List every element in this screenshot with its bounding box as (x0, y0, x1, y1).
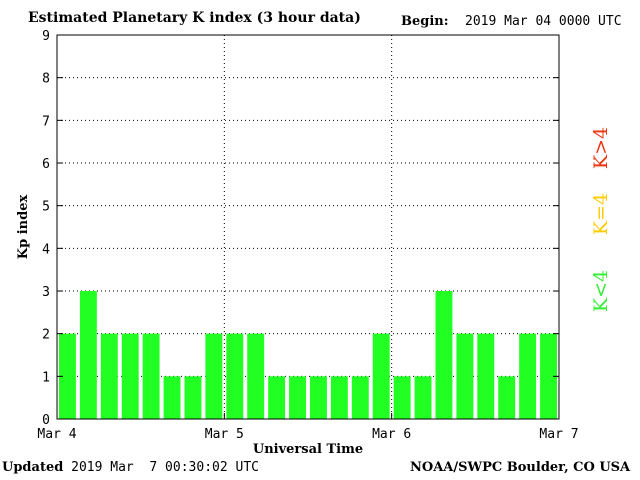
kp-bar (205, 333, 223, 419)
y-tick-label: 6 (42, 157, 50, 172)
kp-bar (351, 376, 369, 419)
y-tick-label: 0 (42, 413, 50, 428)
y-tick-label: 1 (42, 370, 50, 385)
kp-bar (330, 376, 348, 419)
y-tick-label: 8 (42, 72, 50, 87)
kp-bar (414, 376, 432, 419)
x-tick-label: Mar 6 (372, 427, 411, 442)
kp-bar (519, 333, 537, 419)
kp-bar (435, 291, 453, 419)
x-tick-label: Mar 7 (539, 427, 578, 442)
legend-k-equal-4: K=4 (590, 193, 612, 235)
legend-k-above-4: K>4 (590, 127, 612, 169)
chart-title: Estimated Planetary K index (3 hour data… (28, 10, 361, 26)
y-tick-label: 5 (42, 200, 50, 215)
y-tick-label: 7 (42, 114, 50, 129)
kp-bar (247, 333, 265, 419)
x-tick-label: Mar 5 (205, 427, 244, 442)
y-tick-label: 9 (42, 29, 50, 44)
kp-bar (142, 333, 160, 419)
kp-bar (268, 376, 286, 419)
kp-bar (289, 376, 306, 419)
y-tick-label: 3 (42, 285, 50, 300)
y-tick-label: 2 (42, 328, 50, 343)
plot-frame (56, 34, 560, 420)
kp-bar (310, 376, 327, 419)
updated-timestamp: Updated 2019 Mar 7 00:30:02 UTC (2, 460, 259, 475)
kp-bar (59, 333, 76, 419)
updated-value: 2019 Mar 7 00:30:02 UTC (71, 460, 259, 475)
kp-bar (456, 333, 474, 419)
begin-value: 2019 Mar 04 0000 UTC (465, 14, 622, 29)
kp-bar (79, 291, 97, 419)
kp-bar (163, 376, 181, 419)
source-credit: NOAA/SWPC Boulder, CO USA (410, 460, 631, 475)
kp-bar (100, 333, 118, 419)
kp-bar (498, 376, 516, 419)
kp-bar (393, 376, 411, 419)
updated-label: Updated (2, 460, 64, 475)
y-axis-title: Kp index (16, 195, 31, 260)
y-tick-label: 4 (42, 242, 50, 257)
begin-label: Begin: (401, 14, 449, 29)
kp-bar (540, 333, 557, 419)
kp-bar (372, 333, 390, 419)
legend-k-below-4: K<4 (590, 270, 612, 312)
x-axis-title: Universal Time (253, 442, 363, 457)
kp-bar (184, 376, 202, 419)
kp-bar (226, 333, 244, 419)
kp-bar (121, 333, 139, 419)
x-tick-label: Mar 4 (37, 427, 76, 442)
kp-bar (477, 333, 495, 419)
